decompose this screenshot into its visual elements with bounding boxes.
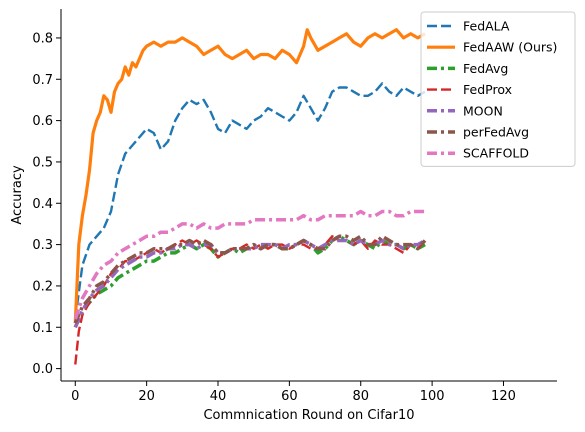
x-tick-label: 80 [352, 389, 369, 404]
legend-entry-label: SCAFFOLD [463, 146, 529, 161]
legend-entry-label: FedAvg [463, 61, 508, 76]
y-axis-label: Accuracy [10, 165, 25, 225]
x-ticks: 0 20 40 60 80 100 120 [71, 381, 516, 404]
x-tick-label: 40 [210, 389, 227, 404]
legend: FedALA FedAAW (Ours) FedAvg FedProx MOON perF… [420, 11, 576, 167]
y-tick-label: 0.1 [32, 321, 53, 336]
x-tick-label: 20 [138, 389, 155, 404]
legend-entry-label: FedAAW (Ours) [463, 40, 557, 55]
x-axis-label: Commnication Round on Cifar10 [203, 408, 414, 423]
legend-entry-label: perFedAvg [463, 125, 529, 140]
x-tick-label: 60 [281, 389, 298, 404]
series-line-fedavg [73, 234, 426, 328]
series-line-fedprox [74, 235, 426, 365]
y-tick-label: 0.4 [32, 197, 53, 212]
series-line-fedala [74, 82, 426, 320]
legend-entry-label: MOON [463, 103, 503, 118]
y-tick-label: 0.3 [32, 238, 53, 253]
y-tick-label: 0.6 [32, 114, 53, 129]
axes [60, 9, 557, 382]
series-line-scaffold [73, 209, 425, 320]
legend-box [420, 11, 576, 167]
y-ticks: 0.0 0.1 0.2 0.3 0.4 0.5 0.6 0.7 0.8 [32, 31, 61, 377]
y-tick-label: 0.5 [32, 155, 53, 170]
series-line-fedaaw-ours [73, 28, 426, 324]
y-tick-label: 0.7 [32, 73, 53, 88]
legend-entry-label: FedALA [463, 19, 510, 34]
y-tick-label: 0.0 [32, 362, 53, 377]
x-tick-label: 0 [71, 389, 79, 404]
x-tick-label: 120 [491, 389, 516, 404]
plot-area [73, 28, 427, 365]
legend-entry-label: FedProx [463, 82, 512, 97]
y-tick-label: 0.8 [32, 31, 53, 46]
series-line-perfedavg [73, 234, 427, 324]
x-tick-label: 100 [420, 389, 445, 404]
y-tick-label: 0.2 [32, 279, 53, 294]
series-line-moon [73, 238, 426, 328]
